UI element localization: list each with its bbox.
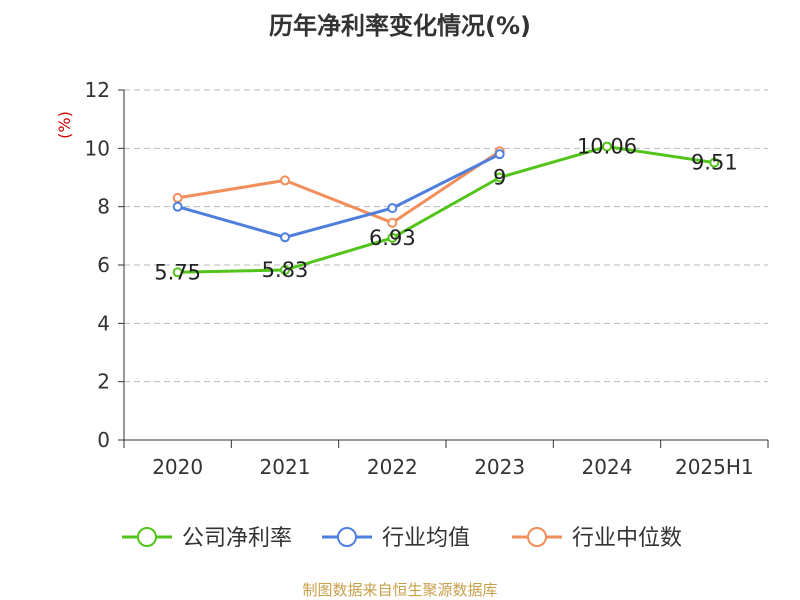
data-point bbox=[280, 175, 290, 186]
data-point bbox=[172, 201, 183, 212]
legend-item: 公司净利率 bbox=[122, 526, 292, 551]
data-label: 5.83 bbox=[262, 258, 309, 282]
legend: 公司净利率 行业均值 行业中位数 bbox=[122, 526, 682, 551]
data-point bbox=[494, 172, 505, 183]
legend-marker-icon bbox=[137, 527, 157, 547]
axes: 0 2 4 6 8 10 12 2020 2021 2022 2023 2024 2025H1 bbox=[85, 78, 769, 479]
data-labels: 5.75 5.83 6.93 9 10.06 9.51 bbox=[154, 135, 737, 285]
legend-marker-icon bbox=[337, 527, 357, 547]
series-line-0 bbox=[177, 145, 715, 274]
data-point bbox=[709, 157, 720, 168]
legend-item: 行业中位数 bbox=[512, 526, 682, 551]
y-tick-label: 8 bbox=[97, 195, 110, 219]
data-label: 9 bbox=[493, 166, 506, 190]
data-label: 9.51 bbox=[691, 151, 738, 175]
data-point bbox=[172, 192, 183, 203]
data-point bbox=[280, 232, 290, 243]
legend-label: 公司净利率 bbox=[182, 526, 292, 551]
data-label: 5.75 bbox=[154, 260, 201, 284]
x-tick-label: 2022 bbox=[367, 455, 418, 479]
series-line-2 bbox=[177, 150, 501, 225]
chart-title: 历年净利率变化情况(%) bbox=[269, 12, 531, 40]
series-layer bbox=[172, 141, 720, 278]
data-point bbox=[387, 232, 398, 243]
x-tick-label: 2025H1 bbox=[675, 455, 754, 479]
legend-label: 行业均值 bbox=[382, 526, 470, 551]
x-tick-label: 2021 bbox=[260, 455, 311, 479]
x-tick-label: 2020 bbox=[152, 455, 203, 479]
series-line-1 bbox=[177, 152, 501, 239]
data-point bbox=[387, 217, 398, 228]
y-tick-label: 2 bbox=[97, 370, 110, 394]
y-tick-label: 6 bbox=[97, 253, 110, 277]
data-label: 6.93 bbox=[369, 226, 416, 250]
grid-lines bbox=[124, 89, 768, 383]
legend-item: 行业均值 bbox=[322, 526, 470, 551]
y-tick-label: 10 bbox=[85, 136, 110, 160]
data-point bbox=[172, 267, 183, 278]
data-point bbox=[494, 149, 505, 160]
data-label: 10.06 bbox=[577, 135, 637, 159]
y-tick-label: 12 bbox=[85, 78, 110, 102]
data-point bbox=[387, 203, 398, 214]
legend-label: 行业中位数 bbox=[572, 526, 682, 551]
y-tick-label: 4 bbox=[97, 311, 110, 335]
data-point bbox=[280, 264, 290, 275]
data-point bbox=[602, 141, 612, 152]
source-note: 制图数据来自恒生聚源数据库 bbox=[302, 581, 497, 599]
x-tick-label: 2023 bbox=[474, 455, 525, 479]
x-tick-label: 2024 bbox=[582, 455, 633, 479]
y-axis-unit: (%) bbox=[55, 111, 74, 139]
y-tick-label: 0 bbox=[97, 428, 110, 452]
legend-marker-icon bbox=[527, 527, 547, 547]
